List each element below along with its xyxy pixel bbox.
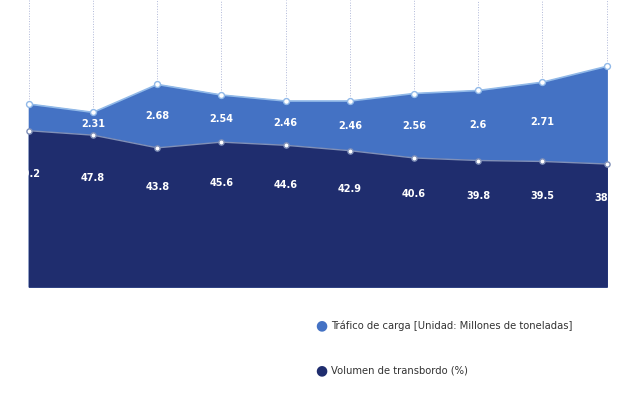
- Point: [537, 79, 548, 86]
- Point: [216, 139, 227, 145]
- Text: 38.7: 38.7: [594, 193, 619, 203]
- Text: 49.2: 49.2: [17, 170, 41, 179]
- Point: [281, 98, 291, 104]
- Text: Tráfico de carga [Unidad: Millones de toneladas]: Tráfico de carga [Unidad: Millones de to…: [331, 320, 572, 331]
- Point: [88, 109, 98, 115]
- Text: 2.71: 2.71: [530, 117, 555, 127]
- Point: [281, 142, 291, 148]
- Point: [345, 148, 355, 154]
- Text: ●: ●: [315, 363, 327, 377]
- Text: 2.68: 2.68: [145, 111, 169, 121]
- Text: ●: ●: [315, 318, 327, 333]
- Point: [152, 144, 162, 151]
- Point: [216, 92, 227, 98]
- Point: [88, 132, 98, 139]
- Point: [602, 161, 612, 167]
- Point: [24, 127, 34, 134]
- Point: [473, 87, 483, 94]
- Point: [473, 157, 483, 164]
- Text: 39.8: 39.8: [466, 191, 490, 201]
- Text: 2.92: 2.92: [609, 110, 633, 120]
- Text: 44.6: 44.6: [273, 180, 298, 190]
- Point: [602, 63, 612, 70]
- Text: 2.54: 2.54: [209, 113, 234, 123]
- Text: 2.46: 2.46: [273, 118, 298, 128]
- Text: 2.56: 2.56: [402, 121, 426, 131]
- Point: [409, 90, 419, 97]
- Text: 42.9: 42.9: [338, 184, 362, 194]
- Text: 2.46: 2.46: [338, 121, 362, 131]
- Text: 2.31: 2.31: [81, 119, 105, 129]
- Text: 47.8: 47.8: [81, 173, 105, 183]
- Text: 2.42: 2.42: [0, 112, 23, 123]
- Point: [537, 158, 548, 165]
- Point: [409, 155, 419, 161]
- Point: [345, 98, 355, 104]
- Text: 39.5: 39.5: [530, 191, 555, 201]
- Text: Volumen de transbordo (%): Volumen de transbordo (%): [331, 365, 467, 375]
- Point: [24, 101, 34, 107]
- Point: [152, 81, 162, 88]
- Text: 2.6: 2.6: [470, 121, 487, 131]
- Text: 40.6: 40.6: [402, 189, 426, 199]
- Text: 45.6: 45.6: [209, 178, 234, 187]
- Text: 43.8: 43.8: [145, 181, 169, 192]
